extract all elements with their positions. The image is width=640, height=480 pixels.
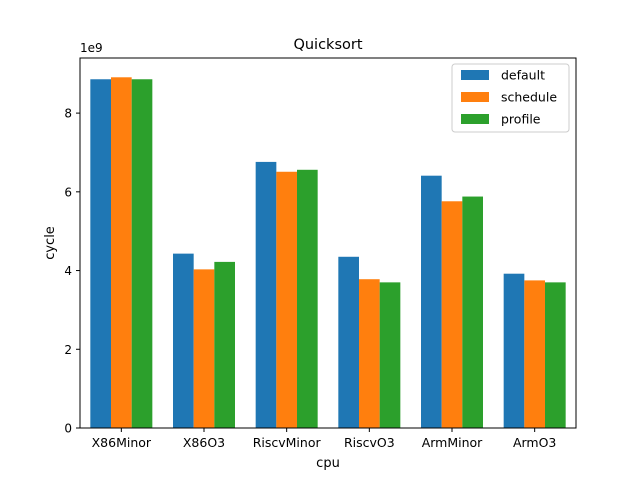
chart-title: Quicksort — [293, 37, 362, 53]
bar-default-riscvminor — [255, 161, 277, 428]
bar-profile-armminor — [462, 196, 483, 428]
legend-swatch-schedule — [461, 92, 489, 102]
x-tick-label: RiscvO3 — [344, 435, 395, 450]
y-tick-label: 0 — [64, 422, 72, 436]
bar-default-x86minor — [90, 79, 111, 428]
legend-swatch-default — [461, 70, 489, 80]
legend: default schedule profile — [451, 63, 570, 133]
bars-group — [90, 77, 566, 429]
bar-default-x86o3 — [173, 253, 194, 428]
bar-profile-riscvo3 — [379, 282, 401, 428]
legend-label-profile: profile — [501, 112, 541, 127]
y-axis-label: cycle — [43, 226, 58, 260]
legend-swatch-profile — [461, 114, 489, 124]
y-scale-offset-label: 1e9 — [80, 41, 103, 55]
bar-schedule-x86minor — [111, 77, 132, 428]
bar-schedule-x86o3 — [193, 269, 215, 428]
y-axis: 0 2 4 6 8 — [64, 107, 80, 436]
x-axis-label: cpu — [316, 456, 340, 471]
bar-profile-x86o3 — [214, 261, 235, 428]
legend-label-default: default — [501, 68, 545, 83]
bar-profile-x86minor — [131, 79, 153, 428]
x-axis: X86Minor X86O3 RiscvMinor RiscvO3 ArmMinor Ar… — [92, 428, 556, 450]
y-tick-label: 6 — [64, 185, 72, 199]
bar-schedule-armminor — [441, 201, 463, 428]
bar-schedule-riscvminor — [276, 171, 297, 428]
x-tick-label: RiscvMinor — [253, 435, 322, 450]
plot-frame — [79, 57, 577, 429]
bar-default-armo3 — [503, 273, 525, 428]
bar-default-armminor — [421, 175, 442, 428]
bar-profile-armo3 — [545, 282, 566, 428]
y-tick-label: 8 — [64, 107, 72, 121]
bar-schedule-armo3 — [524, 280, 545, 428]
x-tick-label: ArmMinor — [422, 435, 483, 450]
y-tick-label: 2 — [64, 343, 72, 357]
x-tick-label: X86Minor — [92, 435, 152, 450]
x-tick-label: X86O3 — [183, 435, 225, 450]
legend-label-schedule: schedule — [501, 90, 557, 105]
y-tick-label: 4 — [64, 264, 72, 278]
bar-schedule-riscvo3 — [359, 279, 380, 428]
bar-default-riscvo3 — [338, 256, 359, 428]
x-tick-label: ArmO3 — [513, 435, 556, 450]
bar-profile-riscvminor — [297, 169, 318, 429]
